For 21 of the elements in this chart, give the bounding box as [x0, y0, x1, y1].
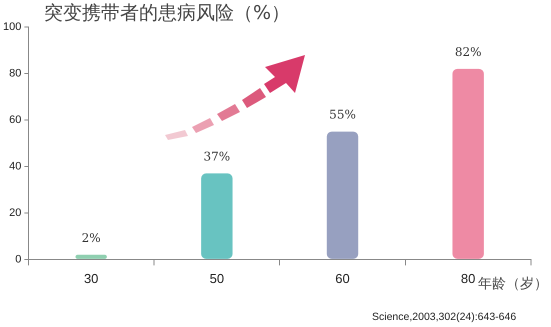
y-tick-label: 100 [2, 21, 22, 34]
x-tick-label: 50 [210, 270, 224, 286]
y-tick-label: 0 [15, 253, 22, 266]
y-tick-label: 20 [9, 206, 22, 219]
data-label: 37% [204, 150, 230, 164]
y-tick-label: 60 [9, 114, 22, 126]
x-axis-title: 年龄（岁） [478, 275, 548, 293]
y-tick-label: 40 [9, 160, 22, 172]
data-label: 2% [82, 230, 101, 245]
y-tick-label: 80 [9, 68, 22, 80]
x-tick-label: 60 [335, 270, 350, 286]
data-label: 82% [454, 44, 482, 59]
x-tick-label: 30 [84, 270, 98, 286]
bar [452, 68, 484, 259]
x-tick-label: 80 [460, 270, 476, 286]
text: Science,2003,302(24):643-646 [372, 311, 516, 323]
bar [326, 132, 358, 259]
data-label: 55% [329, 108, 356, 122]
bar [201, 173, 233, 259]
chart-title: 突变携带者的患病风险（%） [44, 1, 290, 26]
bar [75, 254, 107, 259]
